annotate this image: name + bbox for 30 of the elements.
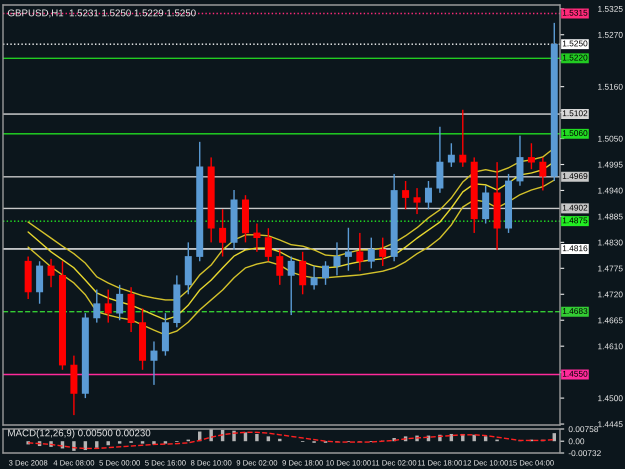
y-tick-label: 1.4445 (598, 421, 623, 428)
ref-line-label: 1.4816 (562, 245, 588, 252)
ref-line-label: 1.5315 (562, 10, 588, 16)
ref-line-label: 1.5250 (562, 40, 588, 46)
y-tick-label: -0.00732 (568, 450, 601, 456)
ref-line-label: 1.4969 (562, 173, 588, 180)
y-tick-label: 1.4940 (598, 188, 623, 194)
chart-title: GBPUSD,H1 1.5231 1.5250 1.5229 1.5250 (8, 9, 196, 18)
y-tick-label: 1.4995 (598, 162, 623, 168)
ref-line-label: 1.5060 (562, 130, 588, 136)
y-tick-label: 1.4775 (598, 266, 623, 272)
ref-line-label: 1.4875 (562, 217, 588, 224)
y-tick-label: 1.4720 (598, 291, 623, 298)
y-tick-label: 1.4610 (598, 343, 623, 350)
y-tick-label: 1.5325 (598, 6, 623, 12)
y-tick-label: 0.00 (568, 438, 584, 444)
y-tick-label: 0.00758 (568, 426, 598, 432)
y-tick-label: 1.4885 (598, 214, 623, 220)
ref-line-label: 1.4902 (562, 204, 588, 211)
ref-line-label: 1.5220 (562, 54, 588, 61)
y-tick-label: 1.4500 (598, 395, 623, 402)
chart-title: MACD(12,26,9) 0.00500 0.00230 (8, 429, 150, 438)
y-tick-label: 1.5270 (598, 32, 623, 38)
y-tick-label: 1.4830 (598, 240, 623, 246)
ref-line-label: 1.5102 (562, 110, 588, 116)
ref-line-label: 1.4550 (562, 370, 588, 377)
y-tick-label: 1.5160 (598, 84, 623, 90)
ref-line-label: 1.4683 (562, 308, 588, 314)
y-tick-label: 1.4665 (598, 317, 623, 324)
y-tick-label: 1.5050 (598, 136, 623, 142)
